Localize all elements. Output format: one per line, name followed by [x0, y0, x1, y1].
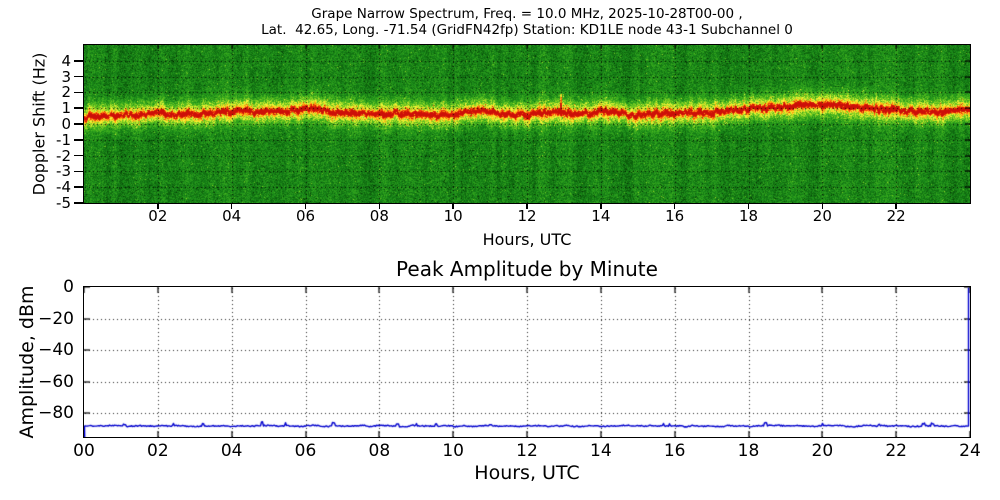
amplitude-xtick-label: 08 — [368, 441, 391, 461]
spectrogram-xtick-mark — [821, 204, 824, 209]
spectrogram-xtick-mark — [747, 204, 750, 209]
spectrogram-xtick-mark — [230, 204, 233, 209]
spectrogram-ytick-mark — [74, 91, 83, 94]
doppler-spectrogram-heatmap — [83, 44, 971, 204]
spectrogram-ytick-mark — [74, 170, 83, 173]
spectrogram-xtick-label: 02 — [148, 207, 168, 225]
amplitude-xtick-label: 24 — [959, 441, 981, 461]
spectrogram-xtick-label: 18 — [738, 207, 759, 225]
spectrogram-xtick-label: 08 — [369, 207, 389, 225]
spectrogram-ytick-label: -5 — [56, 194, 71, 212]
spectrogram-xtick-mark — [452, 204, 454, 209]
amplitude-xtick-label: 22 — [885, 441, 907, 461]
spectrogram-xtick-mark — [600, 204, 602, 209]
spectrogram-ylabel: Doppler Shift (Hz) — [29, 52, 49, 196]
spectrogram-ytick-mark — [74, 139, 83, 141]
amplitude-line-plot — [83, 286, 971, 438]
amplitude-xtick-label: 00 — [73, 441, 95, 461]
spectrogram-xtick-label: 04 — [222, 207, 242, 225]
spectrogram-xtick-mark — [895, 204, 897, 209]
spectrogram-ytick-mark — [74, 154, 83, 157]
spectrogram-xtick-label: 14 — [591, 207, 611, 225]
spectrogram-ytick-mark — [74, 107, 83, 109]
spectrogram-ytick-mark — [74, 202, 83, 204]
spectrogram-xtick-mark — [157, 204, 159, 209]
spectrogram-xtick-label: 20 — [812, 207, 832, 225]
amplitude-xtick-label: 12 — [516, 441, 538, 461]
amplitude-xtick-label: 18 — [737, 441, 760, 461]
amplitude-xtick-label: 14 — [590, 441, 612, 461]
spectrogram-xtick-mark — [304, 204, 307, 209]
spectrogram-xtick-label: 06 — [295, 207, 316, 225]
amplitude-xtick-label: 04 — [220, 441, 243, 461]
spectrogram-ytick-mark — [74, 186, 83, 188]
spectrogram-ytick-mark — [74, 60, 83, 62]
amplitude-xtick-label: 02 — [147, 441, 169, 461]
spectrogram-ytick-mark — [74, 123, 83, 125]
spectrogram-title-line2: Lat. 42.65, Long. -71.54 (GridFN42fp) St… — [261, 22, 793, 38]
amplitude-xtick-label: 06 — [294, 441, 317, 461]
spectrogram-ytick-mark — [74, 75, 83, 78]
spectrogram-xtick-label: 16 — [665, 207, 685, 225]
spectrogram-xtick-label: 10 — [443, 207, 463, 225]
amplitude-title: Peak Amplitude by Minute — [396, 257, 658, 281]
spectrogram-xtick-mark — [673, 204, 676, 209]
amplitude-xtick-label: 10 — [442, 441, 464, 461]
amplitude-ylabel: Amplitude, dBm — [16, 285, 38, 439]
spectrogram-xtick-mark — [526, 204, 528, 209]
spectrogram-xtick-label: 22 — [886, 207, 906, 225]
amplitude-xtick-label: 20 — [811, 441, 834, 461]
spectrogram-xlabel: Hours, UTC — [482, 230, 572, 249]
amplitude-xlabel: Hours, UTC — [474, 462, 580, 484]
spectrogram-xtick-label: 12 — [517, 207, 537, 225]
spectrogram-xtick-mark — [378, 204, 381, 209]
amplitude-xtick-label: 16 — [663, 441, 686, 461]
spectrogram-title-line1: Grape Narrow Spectrum, Freq. = 10.0 MHz,… — [311, 6, 743, 22]
